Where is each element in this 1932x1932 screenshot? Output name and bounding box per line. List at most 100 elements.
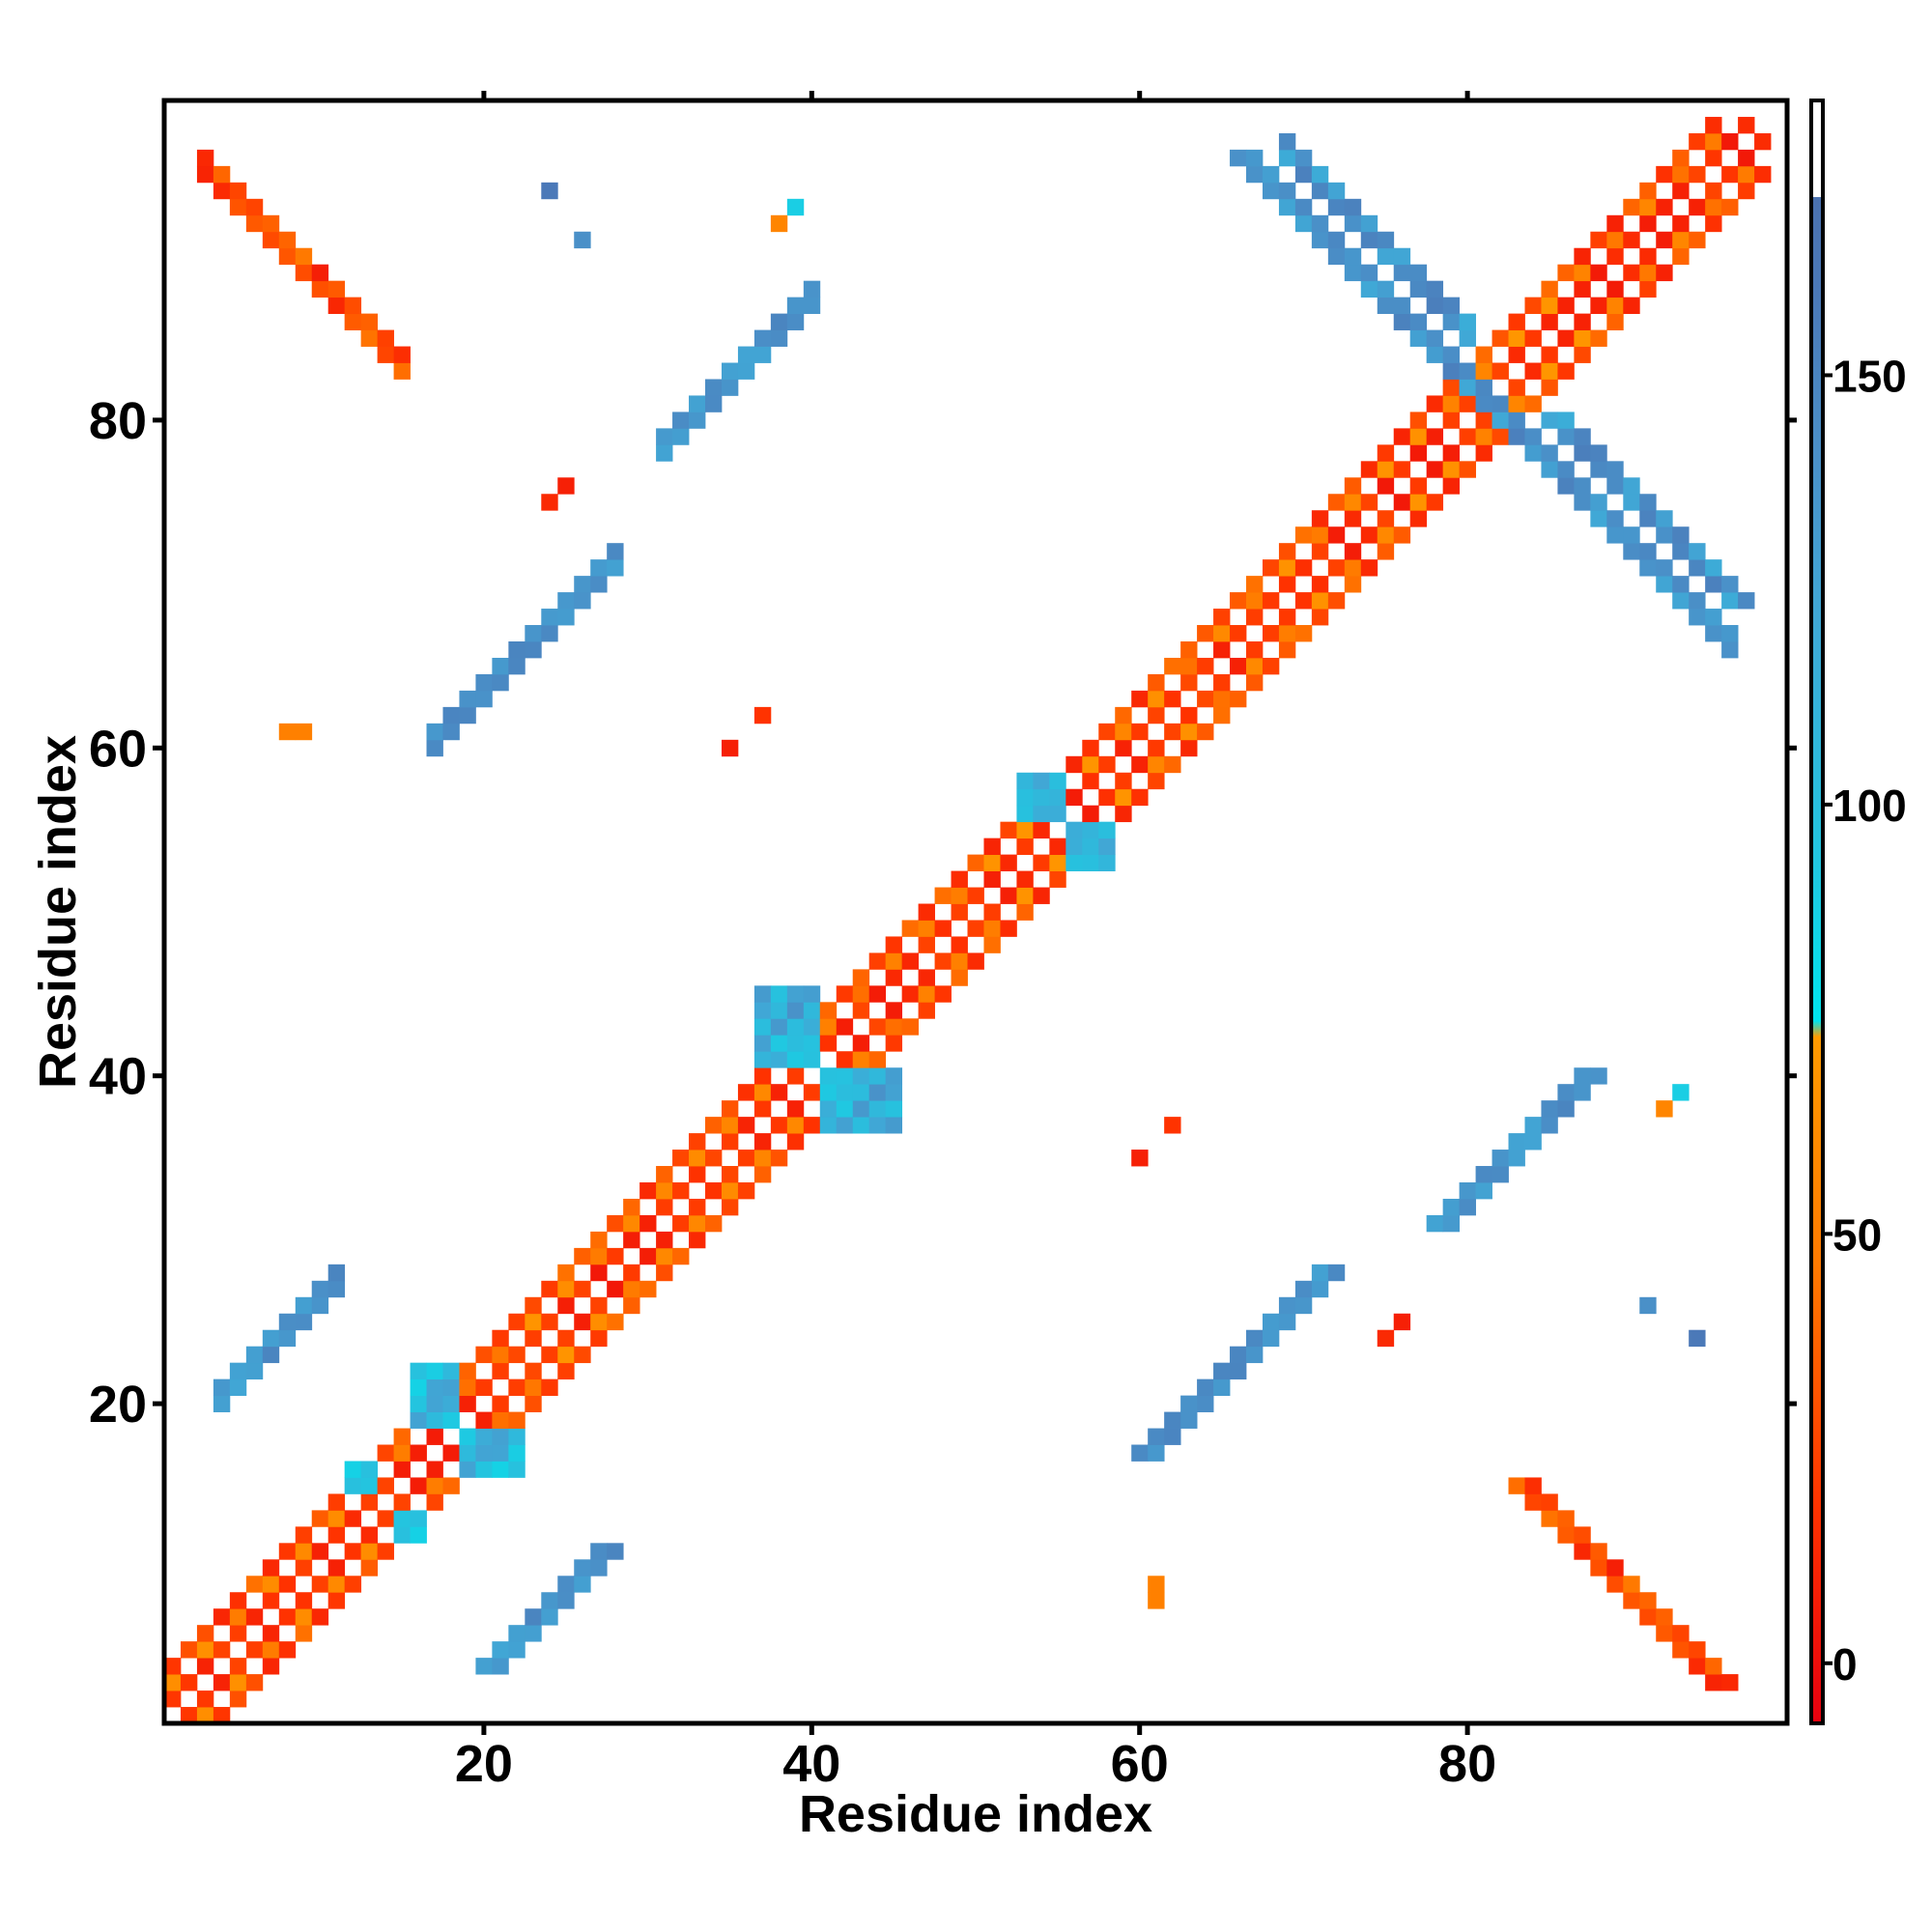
heatmap-cell xyxy=(1606,1576,1624,1593)
heatmap-cell xyxy=(1721,592,1739,610)
heatmap-cell xyxy=(1524,428,1542,445)
heatmap-cell xyxy=(245,1346,264,1364)
heatmap-cell xyxy=(1246,1346,1264,1364)
heatmap-cell xyxy=(1377,1329,1395,1348)
heatmap-cell xyxy=(737,1117,755,1134)
heatmap-cell xyxy=(442,1477,460,1494)
heatmap-cell xyxy=(459,1378,476,1397)
heatmap-cell xyxy=(557,477,575,495)
heatmap-cell xyxy=(1623,494,1640,511)
heatmap-cell xyxy=(410,1411,427,1429)
heatmap-cell xyxy=(885,1035,903,1052)
heatmap-cell xyxy=(1508,428,1525,445)
heatmap-cell xyxy=(1689,231,1706,249)
heatmap-cell xyxy=(983,936,1001,953)
heatmap-cell xyxy=(393,346,411,363)
heatmap-cell xyxy=(1590,264,1607,282)
heatmap-cell xyxy=(475,1378,493,1397)
colorbar-top-cap xyxy=(1811,100,1823,197)
heatmap-cell xyxy=(1442,297,1461,315)
heatmap-cell xyxy=(1590,1067,1607,1085)
heatmap-cell xyxy=(360,1477,379,1494)
heatmap-cell xyxy=(721,1100,739,1118)
heatmap-cell xyxy=(213,165,231,184)
heatmap-cell xyxy=(1557,428,1575,445)
heatmap-cell xyxy=(557,1346,575,1364)
heatmap-cell xyxy=(1294,1280,1313,1298)
heatmap-cell xyxy=(229,1674,247,1691)
heatmap-cell xyxy=(1033,887,1050,904)
heatmap-cell xyxy=(1360,559,1378,577)
heatmap-cell xyxy=(1065,854,1083,871)
heatmap-cell xyxy=(393,1428,411,1445)
heatmap-cell xyxy=(1344,198,1362,216)
heatmap-cell xyxy=(1426,1214,1444,1233)
heatmap-cell xyxy=(1393,313,1411,330)
heatmap-cell xyxy=(1492,428,1509,445)
heatmap-cell xyxy=(1377,444,1395,462)
heatmap-cell xyxy=(262,1559,280,1577)
heatmap-cell xyxy=(1294,165,1313,184)
heatmap-cell xyxy=(327,1576,346,1593)
heatmap-cell xyxy=(295,1608,313,1626)
heatmap-cell xyxy=(245,214,264,233)
heatmap-cell xyxy=(1475,1166,1492,1183)
heatmap-cell xyxy=(508,1411,526,1429)
heatmap-cell xyxy=(885,1117,903,1134)
heatmap-cell xyxy=(1049,870,1066,888)
heatmap-cell xyxy=(1705,182,1722,200)
heatmap-cell xyxy=(1213,1378,1231,1397)
heatmap-cell xyxy=(1475,412,1492,429)
heatmap-cell xyxy=(1672,526,1690,544)
heatmap-cell xyxy=(623,1264,640,1282)
heatmap-cell xyxy=(1639,280,1657,298)
heatmap-cell xyxy=(705,379,723,396)
heatmap-cell xyxy=(180,1674,198,1691)
heatmap-cell xyxy=(689,395,706,412)
heatmap-cell xyxy=(525,1608,542,1626)
heatmap-cell xyxy=(1541,313,1558,330)
heatmap-cell xyxy=(1705,609,1722,626)
heatmap-cell xyxy=(1705,559,1722,577)
heatmap-cell xyxy=(574,1313,591,1331)
heatmap-cell xyxy=(1033,805,1050,823)
heatmap-cell xyxy=(508,1378,526,1397)
heatmap-cell xyxy=(951,903,968,921)
heatmap-cell xyxy=(492,1395,509,1412)
heatmap-cell xyxy=(344,1477,362,1494)
heatmap-cell xyxy=(311,1576,329,1593)
heatmap-cell xyxy=(1049,772,1066,790)
heatmap-cell xyxy=(229,1658,247,1675)
heatmap-cell xyxy=(508,1641,526,1659)
heatmap-cell xyxy=(1327,198,1346,216)
heatmap-cell xyxy=(1705,1658,1722,1675)
heatmap-cell xyxy=(213,1378,231,1397)
heatmap-cell xyxy=(1623,231,1640,249)
heatmap-cell xyxy=(901,920,920,937)
heatmap-cell xyxy=(951,887,968,904)
heatmap-cell xyxy=(1492,362,1509,380)
heatmap-cell xyxy=(1705,149,1722,167)
heatmap-cell xyxy=(262,231,280,249)
heatmap-cell xyxy=(1689,132,1706,151)
heatmap-cell xyxy=(426,723,443,741)
heatmap-cell xyxy=(1262,182,1280,200)
heatmap-cell xyxy=(1442,412,1461,429)
heatmap-cell xyxy=(1623,264,1640,282)
heatmap-cell xyxy=(1164,755,1181,774)
heatmap-cell xyxy=(278,1543,297,1560)
heatmap-cell xyxy=(656,1166,673,1183)
heatmap-cell xyxy=(639,1280,657,1298)
heatmap-cell xyxy=(1377,526,1395,544)
heatmap-cell xyxy=(360,1543,379,1560)
heatmap-cell xyxy=(639,1182,657,1200)
heatmap-cell xyxy=(786,313,805,330)
heatmap-cell xyxy=(770,1084,788,1101)
heatmap-cell xyxy=(1246,149,1264,167)
heatmap-cell xyxy=(1459,329,1476,347)
heatmap-cell xyxy=(508,1444,526,1462)
heatmap-cell xyxy=(1623,477,1640,495)
heatmap-cell xyxy=(557,1576,575,1593)
heatmap-cell xyxy=(426,1378,443,1397)
